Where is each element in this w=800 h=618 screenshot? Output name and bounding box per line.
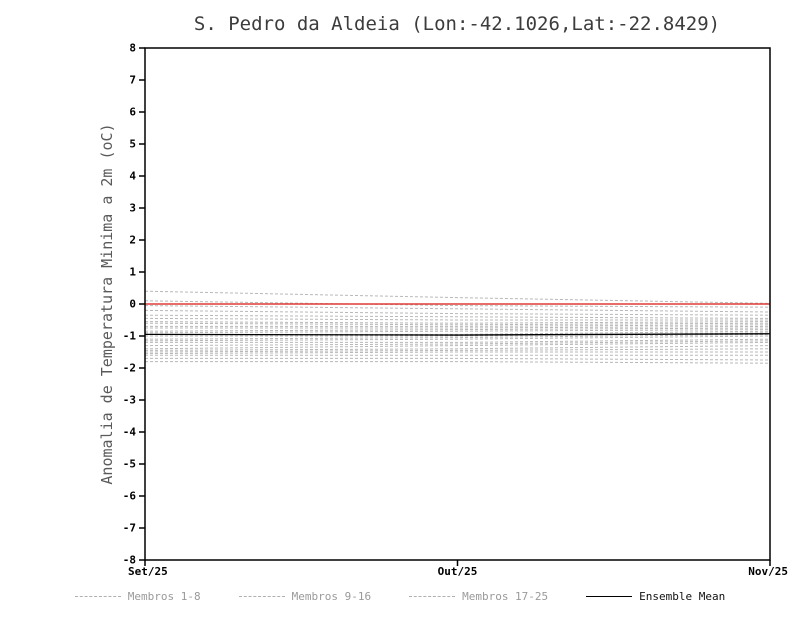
chart-title: S. Pedro da Aldeia (Lon:-42.1026,Lat:-22…: [194, 13, 720, 35]
member-line: [144, 329, 771, 334]
member-line: [144, 327, 771, 332]
member-line: [145, 325, 771, 329]
y-tick-label: 5: [129, 138, 136, 151]
plot-area: -8 -7 -6 -5 -4 -3 -2 -1 0 1 2 3 4 5 6 7 8 Set/25 Out/25 Nov…: [123, 42, 788, 579]
member-line: [145, 357, 771, 361]
dashed-line-sample-icon: [238, 596, 285, 597]
y-tick-label: -8: [123, 554, 136, 567]
member-line: [144, 322, 771, 326]
member-line: [144, 300, 771, 308]
y-tick-label: -4: [123, 426, 137, 439]
legend-item-membros-1-8: Membros 1-8: [74, 590, 201, 603]
dashed-line-sample-icon: [409, 596, 456, 597]
y-tick-label: 8: [129, 42, 136, 55]
x-tick-label: Set/25: [128, 565, 168, 578]
member-line: [144, 290, 771, 304]
member-line: [144, 348, 771, 353]
y-tick-label: -6: [123, 490, 137, 503]
member-line: [144, 335, 771, 342]
legend-label: Membros 9-16: [291, 590, 372, 603]
legend-label: Ensemble Mean: [639, 590, 726, 603]
y-axis-label: Anomalia de Temperatura Minima a 2m (oC): [98, 123, 116, 484]
legend-label: Membros 17-25: [462, 590, 549, 603]
y-tick-label: -2: [123, 362, 136, 375]
ensemble-mean-line: [144, 333, 771, 336]
legend: Membros 1-8 Membros 9-16 Membros 17-25 E…: [0, 590, 800, 603]
y-tick-label: 4: [129, 170, 136, 183]
y-tick-label: 3: [129, 202, 136, 215]
member-line: [144, 341, 771, 350]
legend-item-ensemble-mean: Ensemble Mean: [586, 590, 725, 603]
member-line: [145, 361, 771, 364]
y-tick-label: -5: [123, 458, 136, 471]
x-tick-label: Out/25: [438, 565, 478, 578]
legend-item-membros-17-25: Membros 17-25: [409, 590, 548, 603]
member-line: [145, 324, 771, 327]
member-line: [144, 345, 771, 351]
member-line: [144, 309, 771, 316]
solid-line-sample-icon: [586, 596, 633, 597]
legend-item-membros-9-16: Membros 9-16: [238, 590, 372, 603]
member-line: [144, 340, 771, 347]
y-tick-label: 7: [129, 74, 136, 87]
member-line: [144, 321, 771, 324]
y-tick-label: 1: [129, 266, 136, 279]
y-tick-label: 6: [129, 106, 136, 119]
member-line: [144, 305, 771, 313]
y-tick-label: -7: [123, 522, 136, 535]
y-tick-label: 2: [129, 234, 136, 247]
x-tick-label: Nov/25: [748, 565, 788, 578]
member-line: [144, 351, 770, 355]
dashed-line-sample-icon: [74, 596, 121, 597]
member-line: [145, 338, 771, 343]
y-tick-label: -3: [123, 394, 136, 407]
member-line: [144, 317, 770, 321]
member-line: [144, 333, 771, 340]
member-line: [144, 314, 771, 319]
y-tick-label: -1: [123, 330, 137, 343]
legend-label: Membros 1-8: [127, 590, 201, 603]
y-tick-label: 0: [129, 298, 136, 311]
